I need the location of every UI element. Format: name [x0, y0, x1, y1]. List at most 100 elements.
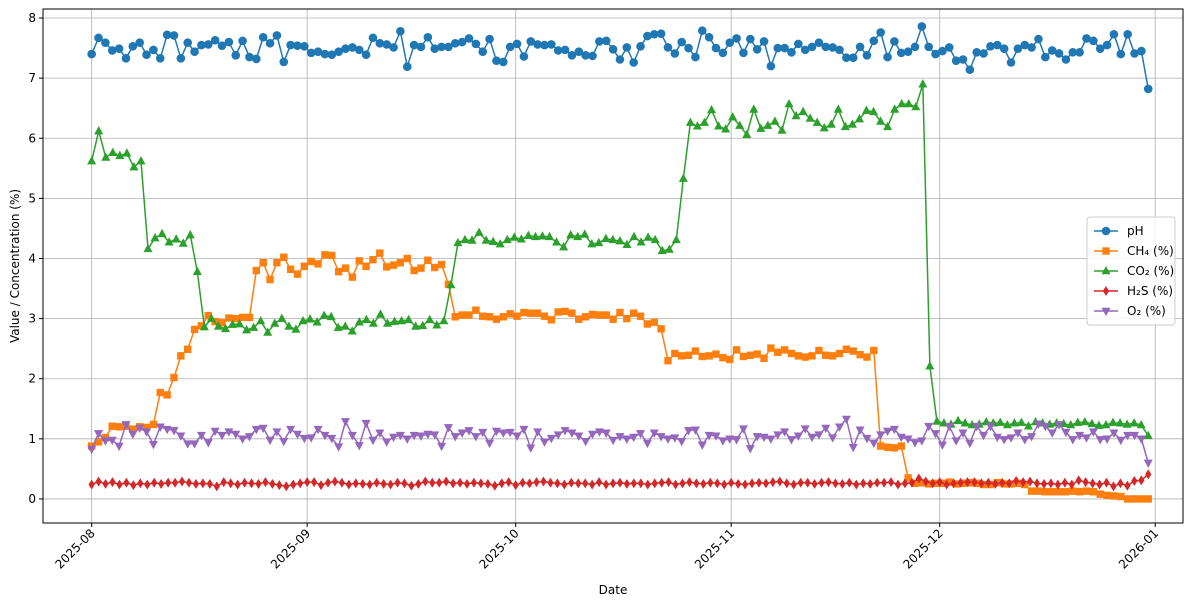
data-point [376, 249, 384, 257]
data-point [800, 425, 810, 434]
data-point [123, 477, 130, 488]
data-point [1023, 421, 1034, 430]
data-point [502, 234, 512, 244]
data-point [512, 39, 522, 49]
data-point [958, 55, 968, 64]
data-point [601, 429, 611, 438]
data-point [373, 477, 380, 488]
data-point [943, 479, 950, 490]
data-point [1082, 487, 1091, 495]
data-point [446, 279, 456, 289]
data-point [999, 44, 1009, 53]
data-point [650, 318, 658, 326]
data-point [359, 478, 366, 489]
data-point [423, 430, 433, 440]
data-point [755, 477, 763, 488]
data-point [87, 156, 97, 165]
data-point [992, 478, 999, 489]
data-point [382, 318, 393, 327]
data-point [402, 435, 412, 444]
data-point [773, 431, 783, 440]
data-point [808, 352, 816, 360]
data-point [467, 235, 477, 244]
data-point [249, 322, 259, 331]
data-point [636, 430, 646, 439]
legend-box [1086, 216, 1176, 326]
data-point [568, 309, 576, 317]
data-point [1124, 480, 1131, 491]
data-point [766, 435, 776, 444]
data-point [862, 434, 872, 444]
data-point [925, 361, 935, 370]
data-point [1095, 436, 1105, 445]
data-point [443, 476, 450, 487]
legend-label: pH [1127, 224, 1144, 238]
data-point [554, 308, 562, 316]
data-point [185, 477, 193, 488]
legend-entry: pH [1094, 224, 1144, 238]
legend-marker [1101, 265, 1111, 275]
y-axis-title: Value / Concentration (%) [8, 189, 22, 343]
data-point [1089, 478, 1096, 489]
data-point [1131, 475, 1138, 486]
data-point [629, 309, 638, 317]
data-point [213, 321, 223, 330]
data-point [714, 478, 721, 489]
data-point [567, 50, 577, 60]
data-point [224, 37, 234, 47]
data-point [924, 42, 933, 52]
data-point [1026, 476, 1034, 487]
data-point [812, 117, 822, 126]
data-point [242, 324, 252, 334]
data-point [889, 425, 899, 435]
data-point [862, 50, 872, 60]
data-point [979, 49, 988, 58]
data-point [347, 326, 357, 335]
data-point [671, 234, 681, 244]
data-point [94, 33, 103, 43]
data-point [774, 348, 782, 356]
y-tick-label: 5 [28, 191, 36, 205]
data-point [848, 53, 858, 62]
data-point [718, 48, 728, 58]
data-point [910, 439, 920, 448]
data-point [714, 121, 724, 130]
data-point [396, 26, 405, 36]
data-point [804, 477, 811, 488]
data-point [1034, 487, 1043, 495]
data-point [609, 478, 617, 489]
data-point [995, 417, 1005, 426]
data-point [797, 477, 804, 488]
data-point [873, 477, 881, 488]
data-point [738, 425, 748, 434]
data-point [313, 425, 323, 435]
data-point [560, 427, 570, 436]
data-point [533, 477, 540, 488]
data-point [855, 426, 865, 435]
data-point [303, 477, 311, 488]
data-point [1054, 49, 1064, 58]
data-point [488, 236, 498, 245]
data-point [1080, 416, 1090, 426]
data-point [402, 62, 412, 72]
data-point [931, 430, 941, 439]
data-point [516, 234, 526, 243]
data-point [190, 440, 200, 449]
legend-label: H₂S (%) [1127, 284, 1173, 298]
data-point [910, 42, 920, 52]
data-point [993, 40, 1002, 50]
data-point [883, 52, 892, 62]
data-point [190, 47, 199, 56]
data-point [665, 477, 672, 488]
data-point [1054, 421, 1064, 430]
data-point [1068, 436, 1078, 445]
data-point [169, 31, 179, 40]
data-point [404, 314, 414, 324]
data-point [163, 391, 171, 399]
data-point [697, 26, 707, 35]
data-point [897, 98, 907, 108]
data-point [477, 478, 485, 489]
data-point [826, 119, 836, 128]
data-point [115, 423, 123, 431]
